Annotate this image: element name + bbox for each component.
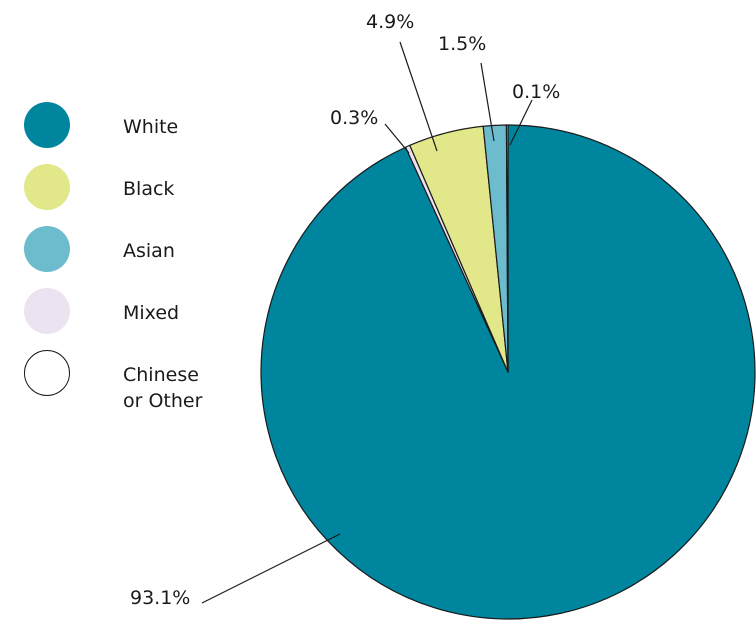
- leader-line-asian: [480, 62, 495, 142]
- legend-label: Mixed: [123, 302, 180, 324]
- legend-swatch: [24, 288, 70, 334]
- legend-item-mixed: Mixed: [24, 288, 244, 336]
- legend-label: White: [123, 116, 179, 138]
- legend-swatch: [24, 164, 70, 210]
- leader-line-mixed: [384, 123, 410, 154]
- legend-swatch: [24, 226, 70, 272]
- legend-swatch: [24, 102, 70, 148]
- data-label-asian: 1.5%: [438, 33, 486, 55]
- data-label-white: 93.1%: [130, 587, 190, 609]
- legend-item-white: White: [24, 102, 244, 150]
- legend-item-black: Black: [24, 164, 244, 212]
- data-label-mixed: 0.3%: [330, 107, 378, 129]
- leader-line-black: [399, 41, 438, 152]
- pie-slice-chinese-or-other: [505, 124, 509, 373]
- data-label-black: 4.9%: [366, 11, 414, 33]
- legend-label: Asian: [123, 240, 175, 262]
- legend-item-chinese-or-other: Chinese or Other: [24, 350, 244, 412]
- leader-line-white: [201, 533, 341, 604]
- legend-label: Black: [123, 178, 175, 200]
- legend-item-asian: Asian: [24, 226, 244, 274]
- data-label-chinese-or-other: 0.1%: [512, 81, 560, 103]
- leader-line-chinese-or-other: [509, 99, 533, 146]
- legend-label: Chinese or Other: [123, 364, 203, 412]
- legend-swatch: [24, 350, 70, 396]
